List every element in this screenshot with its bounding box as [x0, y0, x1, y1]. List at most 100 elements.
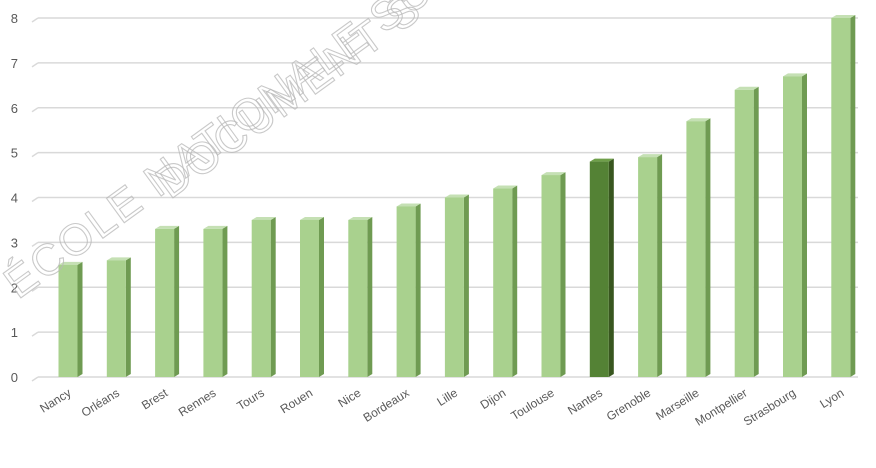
bar-side: [270, 216, 276, 377]
y-tick-label: 7: [11, 56, 18, 71]
bar-top: [106, 257, 131, 261]
bar-bordeaux: [396, 203, 421, 377]
y-tick-label: 6: [11, 101, 18, 116]
x-tick-label-lille: Lille: [434, 386, 460, 409]
bar-side: [463, 194, 469, 377]
bar-top: [831, 15, 856, 18]
bar-side: [560, 172, 566, 377]
bar-side: [657, 154, 663, 377]
bar-rennes: [203, 225, 228, 377]
x-tick-label-nantes: Nantes: [565, 386, 605, 418]
bar-nantes: [589, 158, 614, 377]
bar-top: [396, 203, 421, 207]
x-tick-label-rennes: Rennes: [176, 386, 219, 420]
bar-front: [396, 206, 416, 377]
bar-side: [319, 216, 324, 377]
bar-tours: [251, 216, 276, 377]
bar-side: [125, 257, 131, 377]
bar-front: [734, 89, 754, 378]
y-tick-label: 5: [11, 146, 18, 161]
bar-toulouse: [541, 172, 566, 377]
bar-top: [686, 118, 711, 122]
x-axis-labels: Nancy Orléans Brest Rennes Tours Rouen NiceBor…: [37, 385, 846, 428]
gridline-edge-0: [31, 376, 39, 382]
x-tick-label-bordeaux: Bordeaux: [361, 386, 412, 425]
gridline-edge-2: [31, 286, 39, 292]
bar-montpellier: [734, 86, 759, 378]
bar-brest: [155, 225, 180, 377]
bar-front: [444, 197, 464, 377]
y-tick-label: 3: [11, 235, 18, 250]
bar-top: [300, 216, 324, 220]
y-tick-label: 1: [11, 325, 18, 340]
gridline-edge-6: [31, 107, 39, 113]
gridline-edge-8: [31, 17, 39, 23]
y-tick-label: 0: [11, 370, 18, 385]
x-tick-label-montpellier: Montpellier: [693, 386, 750, 429]
bar-side: [222, 225, 228, 377]
bar-side: [367, 216, 373, 377]
bar-top: [734, 86, 759, 90]
y-tick-label: 4: [11, 191, 18, 206]
bar-front: [589, 161, 609, 377]
bar-front: [203, 228, 223, 377]
bar-front: [783, 76, 802, 378]
y-tick-label: 8: [11, 11, 18, 26]
x-tick-label-dijon: Dijon: [478, 386, 509, 412]
bar-side: [802, 73, 807, 378]
bar-lille: [444, 194, 469, 377]
x-tick-label-brest: Brest: [139, 385, 171, 412]
bar-top: [444, 194, 469, 198]
bar-dijon: [493, 185, 518, 377]
bar-top: [58, 261, 83, 265]
bar-side: [174, 225, 180, 377]
bar-side: [850, 15, 856, 377]
bar-front: [251, 219, 271, 377]
bar-side: [705, 118, 711, 378]
watermark-line-2: DOCUMENT S: [147, 0, 431, 208]
bar-front: [541, 175, 561, 377]
bar-front: [831, 18, 851, 377]
gridline-edge-3: [31, 241, 39, 247]
gridline-edge-7: [31, 62, 39, 68]
y-axis-ticks: 0 1 2 3 4 5 6 7 8: [11, 11, 18, 385]
bar-side: [77, 261, 83, 377]
bar-top: [155, 225, 180, 229]
bar-front: [300, 219, 319, 377]
bar-front: [348, 219, 368, 377]
bar-front: [155, 228, 175, 377]
gridline-edge-1: [31, 331, 39, 337]
bar-top: [783, 73, 807, 77]
bar-front: [493, 188, 513, 377]
bar-grenoble: [638, 154, 663, 377]
x-tick-label-toulouse: Toulouse: [508, 386, 556, 424]
bar-nice: [348, 216, 373, 377]
gridline-edge-5: [31, 152, 39, 158]
bar-top: [638, 154, 663, 158]
bar-top: [541, 172, 566, 176]
bar-nancy: [58, 261, 83, 377]
x-tick-label-orléans: Orléans: [79, 386, 122, 420]
bar-side: [753, 86, 759, 378]
bar-top: [348, 216, 373, 220]
x-tick-label-nancy: Nancy: [37, 386, 73, 416]
bar-side: [512, 185, 518, 377]
bar-top: [589, 158, 614, 162]
bar-strasbourg: [783, 73, 807, 378]
bar-rouen: [300, 216, 324, 377]
x-tick-label-rouen: Rouen: [278, 386, 315, 417]
bar-front: [638, 157, 658, 377]
bar-side: [608, 158, 614, 377]
bar-side: [415, 203, 421, 377]
bar-lyon: [831, 15, 856, 377]
x-tick-label-strasbourg: Strasbourg: [741, 386, 798, 429]
bar-orléans: [106, 257, 131, 377]
bar-top: [493, 185, 518, 189]
x-tick-label-tours: Tours: [234, 386, 266, 413]
gridline-edge-4: [31, 196, 39, 203]
bar-marseille: [686, 118, 711, 378]
bars: [58, 15, 856, 378]
x-tick-label-lyon: Lyon: [817, 386, 846, 411]
bar-top: [203, 225, 228, 229]
y-tick-label: 2: [11, 280, 18, 295]
